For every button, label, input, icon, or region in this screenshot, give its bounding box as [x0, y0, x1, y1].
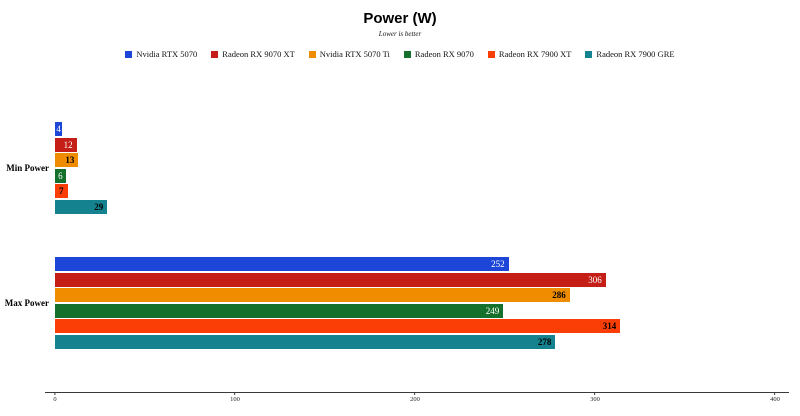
legend-item: Radeon RX 9070: [403, 49, 474, 59]
bar: 278: [55, 334, 556, 349]
bar: 4: [55, 122, 63, 136]
bar-value-label: 286: [552, 290, 566, 301]
x-axis-tick: 400: [770, 393, 780, 403]
bar-group: Max Power 252 306 286 249 314 278: [5, 257, 775, 349]
legend-item: Radeon RX 7900 GRE: [585, 49, 675, 59]
bar-value-label: 314: [602, 321, 617, 332]
legend-label: Radeon RX 9070 XT: [222, 49, 295, 59]
x-axis-line: [45, 392, 789, 393]
category-label: Min Power: [6, 162, 49, 173]
tick-mark: [774, 393, 776, 395]
category-label: Max Power: [4, 297, 49, 308]
tick-mark: [414, 393, 416, 395]
legend-label: Radeon RX 9070: [414, 49, 474, 59]
bar: 286: [55, 288, 570, 303]
bar-value-label: 29: [94, 201, 104, 212]
bar: 29: [55, 199, 108, 214]
bar: 6: [55, 168, 66, 183]
tick-label: 400: [770, 396, 780, 403]
legend-item: Radeon RX 9070 XT: [211, 49, 295, 59]
tick-mark: [234, 393, 236, 395]
legend-swatch-icon: [308, 50, 316, 58]
bar-value-label: 7: [59, 186, 64, 197]
legend-item: Radeon RX 7900 XT: [487, 49, 572, 59]
legend-swatch-icon: [585, 50, 593, 58]
tick-mark: [594, 393, 596, 395]
legend-label: Nvidia RTX 5070 Ti: [319, 49, 390, 59]
bar: 306: [55, 272, 606, 287]
bar-value-label: 249: [485, 305, 500, 316]
bar-value-label: 4: [56, 124, 61, 134]
legend-swatch-icon: [487, 50, 495, 58]
legend-swatch-icon: [125, 50, 133, 58]
chart-subtitle: Lower is better: [378, 30, 422, 38]
bar-value-label: 12: [63, 139, 73, 150]
bar: 13: [55, 153, 79, 168]
legend-item: Nvidia RTX 5070: [125, 49, 197, 59]
bar-value-label: 6: [58, 170, 63, 181]
legend-label: Radeon RX 7900 XT: [498, 49, 572, 59]
chart-title: Power (W): [363, 10, 437, 27]
x-axis-ticks: 0 100 200 300 400: [53, 393, 780, 407]
tick-label: 200: [410, 396, 420, 403]
bar: 12: [55, 137, 77, 152]
bar: 252: [55, 257, 509, 271]
bar-value-label: 13: [65, 155, 75, 166]
plot-area: Min Power 4 12 13 6 7 29 Max Power 252 306 286 249 3…: [5, 122, 775, 354]
tick-label: 300: [590, 396, 600, 403]
legend: Nvidia RTX 5070 Radeon RX 9070 XT Nvidia R…: [0, 49, 800, 59]
legend-label: Radeon RX 7900 GRE: [596, 49, 675, 59]
bar-value-label: 306: [588, 274, 602, 285]
x-axis-tick: 0: [53, 393, 57, 403]
x-axis-tick: 300: [590, 393, 600, 403]
x-axis-tick: 200: [410, 393, 420, 403]
bar: 314: [55, 319, 621, 334]
bar-value-label: 278: [537, 336, 552, 347]
tick-label: 100: [230, 396, 240, 403]
legend-item: Nvidia RTX 5070 Ti: [308, 49, 390, 59]
bar: 249: [55, 303, 504, 318]
bar-group: Min Power 4 12 13 6 7 29: [6, 122, 775, 214]
bar: 7: [55, 184, 68, 199]
legend-swatch-icon: [211, 50, 219, 58]
tick-label: 0: [53, 396, 57, 403]
bar-value-label: 252: [491, 259, 505, 269]
legend-swatch-icon: [403, 50, 411, 58]
tick-mark: [54, 393, 56, 395]
x-axis-tick: 100: [230, 393, 240, 403]
legend-label: Nvidia RTX 5070: [136, 49, 198, 59]
